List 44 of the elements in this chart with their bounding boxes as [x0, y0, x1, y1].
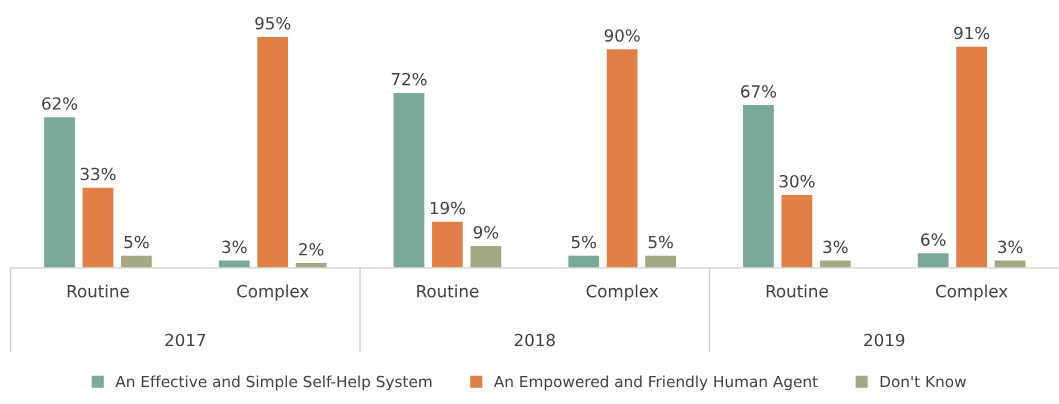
- x-tick-label: Routine: [766, 284, 828, 298]
- data-label: 5%: [571, 235, 597, 249]
- bar: [645, 255, 676, 268]
- text: 2018: [514, 333, 555, 347]
- data-label: 62%: [42, 97, 78, 110]
- data-label: 19%: [430, 201, 466, 215]
- data-label: 33%: [80, 167, 116, 181]
- x-tick-label: Complex: [586, 284, 659, 301]
- bar: [121, 255, 152, 268]
- data-label: 5%: [648, 235, 673, 249]
- data-label: 9%: [473, 225, 499, 239]
- bar: [44, 117, 75, 268]
- data-label: 3%: [998, 240, 1023, 254]
- legend-label: An Effective and Simple Self-Help System: [115, 375, 432, 391]
- bar: [568, 255, 600, 268]
- data-label: 30%: [779, 174, 815, 188]
- data-label: 91%: [954, 26, 990, 40]
- bar: [393, 92, 425, 268]
- data-label: 6%: [921, 233, 946, 246]
- data-label: 95%: [255, 16, 291, 30]
- x-tick-label: Complex: [237, 284, 309, 301]
- data-label: 2%: [299, 242, 324, 256]
- bar: [781, 194, 813, 268]
- data-label: 90%: [604, 29, 640, 42]
- bar: [257, 36, 289, 268]
- data-label: 72%: [391, 72, 427, 86]
- x-tick-label: Routine: [417, 284, 479, 298]
- data-label: 3%: [222, 240, 247, 254]
- bar: [82, 187, 114, 268]
- text: 2019: [864, 333, 905, 347]
- bar: [956, 46, 988, 268]
- x-tick-label: Routine: [67, 284, 129, 298]
- legend-label: An Empowered and Friendly Human Agent: [493, 375, 818, 391]
- bar: [432, 221, 463, 268]
- bar: [917, 253, 949, 268]
- bar: [743, 105, 774, 268]
- x-tick-label: Complex: [936, 284, 1008, 301]
- data-label: 3%: [823, 240, 848, 254]
- bar: [606, 49, 638, 268]
- data-label: 67%: [741, 85, 777, 98]
- text: 2017: [165, 333, 206, 347]
- data-label: 5%: [124, 235, 149, 249]
- bar: [470, 245, 502, 268]
- legend-label: Don't Know: [880, 375, 966, 388]
